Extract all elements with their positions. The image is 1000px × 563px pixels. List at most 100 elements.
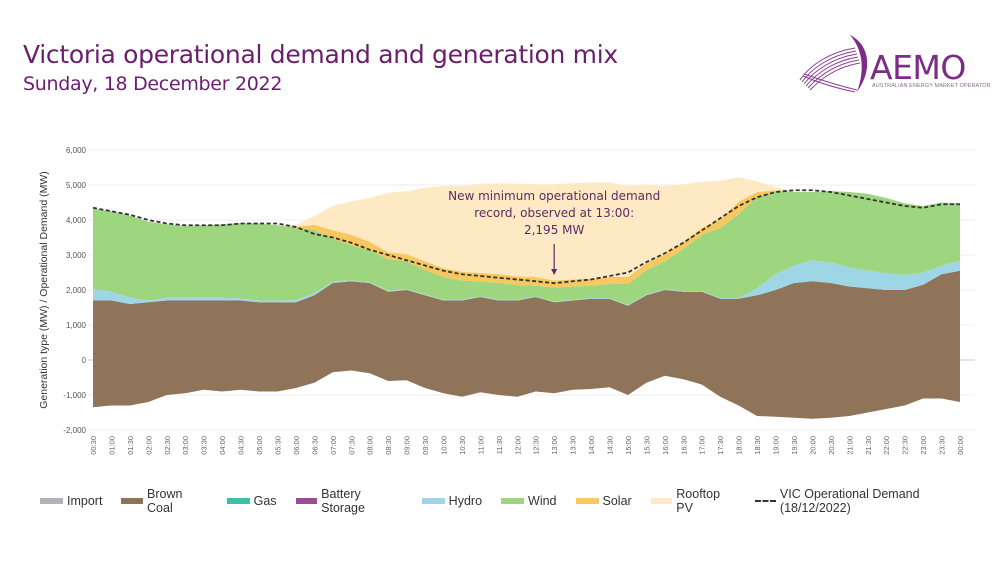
legend-swatch	[501, 498, 525, 504]
legend-item-battery-storage: Battery Storage	[295, 487, 403, 515]
axes: -2,000 -1,000 0 1,000 2,000 3,000 4,000 5,000 6,…	[38, 146, 965, 455]
x-tick-label: 06:30	[310, 436, 319, 455]
area-brown-coal-negative	[93, 360, 960, 419]
annotation-text: record, observed at 13:00:	[474, 206, 634, 220]
legend-swatch	[650, 498, 673, 504]
x-tick-label: 16:30	[679, 436, 688, 455]
x-tick-label: 04:00	[218, 436, 227, 455]
x-tick-label: 14:00	[587, 436, 596, 455]
y-tick-label: 4,000	[66, 216, 87, 225]
legend-label: Battery Storage	[321, 487, 365, 515]
legend-item-demand: VIC Operational Demand (18/12/2022)	[755, 487, 981, 515]
x-tick-label: 07:30	[347, 436, 356, 455]
annotation-text: 2,195 MW	[524, 223, 585, 237]
legend-label: Import	[67, 494, 103, 508]
legend-swatch	[295, 498, 318, 504]
x-tick-label: 09:00	[403, 436, 412, 455]
x-tick-label: 04:30	[237, 436, 246, 455]
x-tick-label: 21:00	[845, 436, 854, 455]
x-tick-label: 06:00	[292, 436, 301, 455]
demand-line-layer	[92, 189, 960, 285]
legend-swatch	[421, 498, 445, 504]
x-tick-label: 23:00	[919, 436, 928, 455]
x-tick-label: 20:00	[808, 436, 817, 455]
x-tick-label: 05:30	[273, 436, 282, 455]
legend-swatch	[575, 498, 599, 504]
x-tick-label: 21:30	[864, 436, 873, 455]
x-tick-label: 23:30	[938, 436, 947, 455]
x-tick-label: 07:00	[329, 436, 338, 455]
x-tick-label: 03:30	[200, 436, 209, 455]
x-tick-label: 11:30	[495, 436, 504, 454]
area-rooftop-pv	[93, 177, 960, 281]
x-tick-label: 11:00	[476, 436, 485, 454]
y-tick-label: 5,000	[66, 181, 87, 190]
legend-swatch	[121, 498, 144, 504]
y-tick-label: -1,000	[63, 391, 86, 400]
x-tick-label: 19:30	[790, 436, 799, 455]
x-tick-label: 00:30	[89, 436, 98, 455]
legend-item-hydro: Hydro	[421, 494, 483, 508]
page-title: Victoria operational demand and generati…	[23, 40, 618, 69]
x-tick-label: 02:00	[144, 436, 153, 455]
legend-item-solar: Solar	[575, 494, 632, 508]
x-tick-label: 18:00	[735, 436, 744, 455]
legend-swatch	[40, 498, 63, 504]
logo-tagline: AUSTRALIAN ENERGY MARKET OPERATOR	[872, 83, 991, 89]
y-tick-label: 2,000	[66, 286, 87, 295]
x-tick-label: 14:30	[606, 436, 615, 455]
annotation-arrowhead	[551, 269, 558, 275]
x-tick-label: 22:00	[882, 436, 891, 455]
x-tick-label: 12:30	[532, 436, 541, 455]
legend-item-gas: Gas	[226, 494, 277, 508]
area-wind	[93, 190, 960, 306]
x-tick-label: 10:00	[439, 436, 448, 455]
chart-legend: Import Brown Coal Gas Battery Storage Hydro W…	[40, 487, 1000, 515]
legend-item-wind: Wind	[501, 494, 557, 508]
x-tick-label: 17:00	[698, 436, 707, 455]
annotation-text: New minimum operational demand	[448, 189, 660, 203]
area-brown-coal	[93, 270, 960, 360]
y-tick-label: 6,000	[66, 146, 87, 155]
page-subtitle: Sunday, 18 December 2022	[23, 73, 283, 95]
legend-label: Wind	[528, 494, 557, 508]
legend-label: Rooftop PV	[676, 487, 721, 515]
y-tick-label: 1,000	[66, 321, 87, 330]
x-tick-label: 13:00	[550, 436, 559, 455]
area-hydro	[93, 260, 960, 306]
y-tick-label: -2,000	[63, 426, 86, 435]
x-tick-label: 20:30	[827, 436, 836, 455]
legend-label: Hydro	[448, 494, 483, 508]
y-tick-label: 3,000	[66, 251, 87, 260]
x-tick-label: 09:30	[421, 436, 430, 455]
x-tick-label: 03:00	[181, 436, 190, 455]
x-tick-label: 15:00	[624, 436, 633, 455]
x-tick-label: 18:30	[753, 436, 762, 455]
x-tick-label: 19:00	[772, 436, 781, 455]
legend-label: Solar	[602, 494, 632, 508]
x-tick-label: 08:00	[366, 436, 375, 455]
legend-item-rooftop-pv: Rooftop PV	[650, 487, 737, 515]
legend-label: VIC Operational Demand (18/12/2022)	[779, 487, 920, 515]
annotation-layer: New minimum operational demand record, ob…	[448, 189, 660, 275]
legend-swatch	[755, 500, 776, 502]
legend-item-import: Import	[40, 494, 102, 508]
x-tick-label: 13:30	[569, 436, 578, 455]
x-tick-label: 01:30	[126, 436, 135, 455]
x-tick-label: 02:30	[163, 436, 172, 455]
legend-item-brown-coal: Brown Coal	[121, 487, 207, 515]
x-tick-label: 05:00	[255, 436, 264, 455]
x-tick-label: 15:30	[642, 436, 651, 455]
x-tick-label: 00:00	[956, 436, 965, 455]
x-tick-label: 08:30	[384, 436, 393, 455]
x-tick-label: 12:00	[513, 436, 522, 455]
x-tick-label: 22:30	[901, 436, 910, 455]
x-tick-label: 01:00	[107, 436, 116, 455]
y-tick-label: 0	[82, 356, 87, 365]
demand-line	[92, 189, 960, 285]
y-axis-label: Generation type (MW) / Operational Deman…	[38, 171, 50, 409]
x-tick-label: 16:00	[661, 436, 670, 455]
legend-label: Brown Coal	[147, 487, 183, 515]
x-tick-label: 10:30	[458, 436, 467, 455]
legend-label: Gas	[253, 494, 277, 508]
